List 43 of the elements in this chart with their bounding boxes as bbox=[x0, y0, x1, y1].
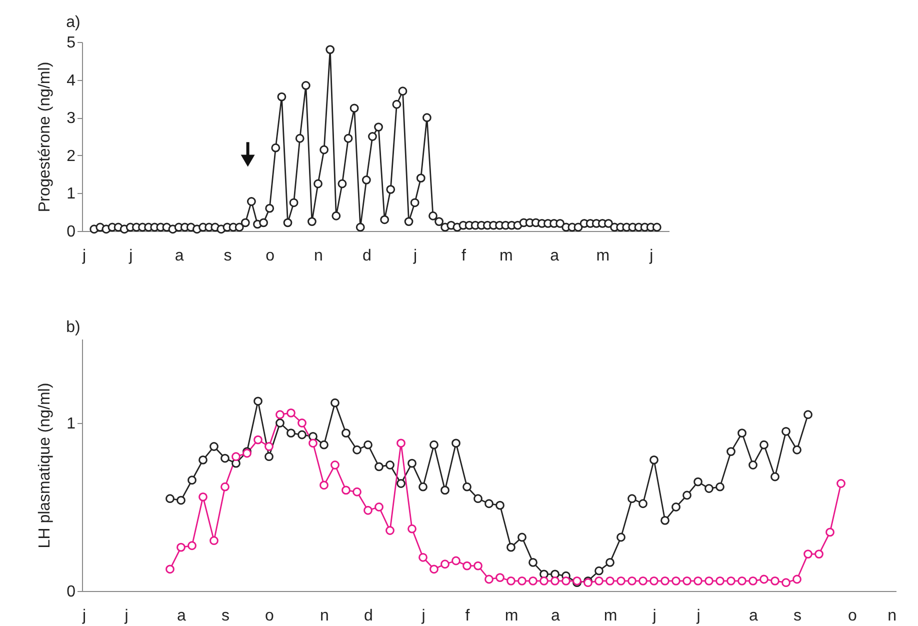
chart-title: b) bbox=[66, 319, 80, 336]
x-tick-label: j bbox=[696, 608, 700, 624]
x-tick-label: n bbox=[314, 248, 323, 264]
y-tick-label: 0 bbox=[66, 224, 76, 240]
y-tick-label: 3 bbox=[66, 110, 76, 128]
x-tick-label: m bbox=[504, 608, 518, 624]
x-tick-label: j bbox=[648, 248, 654, 264]
x-tick-label: j bbox=[412, 248, 418, 264]
x-tick-label: a bbox=[749, 608, 758, 624]
x-tick-label: j bbox=[82, 248, 86, 264]
y-tick-label: 1 bbox=[66, 186, 76, 203]
y-axis-title: Progestérone (ng/ml) bbox=[36, 62, 54, 212]
x-tick-label: j bbox=[82, 608, 86, 624]
x-tick-label: s bbox=[794, 608, 802, 624]
y-axis-title: LH plasmatique (ng/ml) bbox=[36, 382, 54, 548]
x-tick-label: f bbox=[465, 608, 470, 624]
y-tick-label: 1 bbox=[66, 416, 76, 432]
x-tick-label: j bbox=[420, 608, 426, 624]
x-tick-label: o bbox=[266, 248, 275, 264]
x-tick-label: m bbox=[604, 608, 618, 624]
x-tick-label: d bbox=[362, 248, 372, 264]
x-tick-label: a bbox=[550, 248, 560, 264]
x-tick-label: a bbox=[174, 248, 184, 264]
x-tick-label: s bbox=[224, 248, 232, 264]
x-tick-label: n bbox=[320, 608, 329, 624]
x-tick-label: j bbox=[652, 608, 656, 624]
x-tick-label: n bbox=[888, 608, 896, 624]
y-tick-label: 0 bbox=[66, 584, 76, 600]
x-tick-label: d bbox=[364, 608, 373, 624]
x-tick-label: j bbox=[128, 248, 133, 264]
x-tick-label: m bbox=[499, 248, 513, 264]
y-tick-label: 4 bbox=[66, 72, 76, 90]
x-tick-label: a bbox=[551, 608, 560, 624]
x-tick-label: s bbox=[222, 608, 230, 624]
chart-title: a) bbox=[66, 14, 80, 31]
x-tick-label: o bbox=[265, 608, 274, 624]
x-tick-label: j bbox=[124, 608, 128, 624]
y-tick-label: 5 bbox=[66, 34, 76, 52]
y-tick-label: 2 bbox=[66, 148, 76, 165]
x-tick-label: o bbox=[848, 608, 858, 624]
x-tick-label: f bbox=[462, 248, 467, 264]
x-tick-label: m bbox=[596, 248, 610, 264]
x-tick-label: a bbox=[177, 608, 186, 624]
